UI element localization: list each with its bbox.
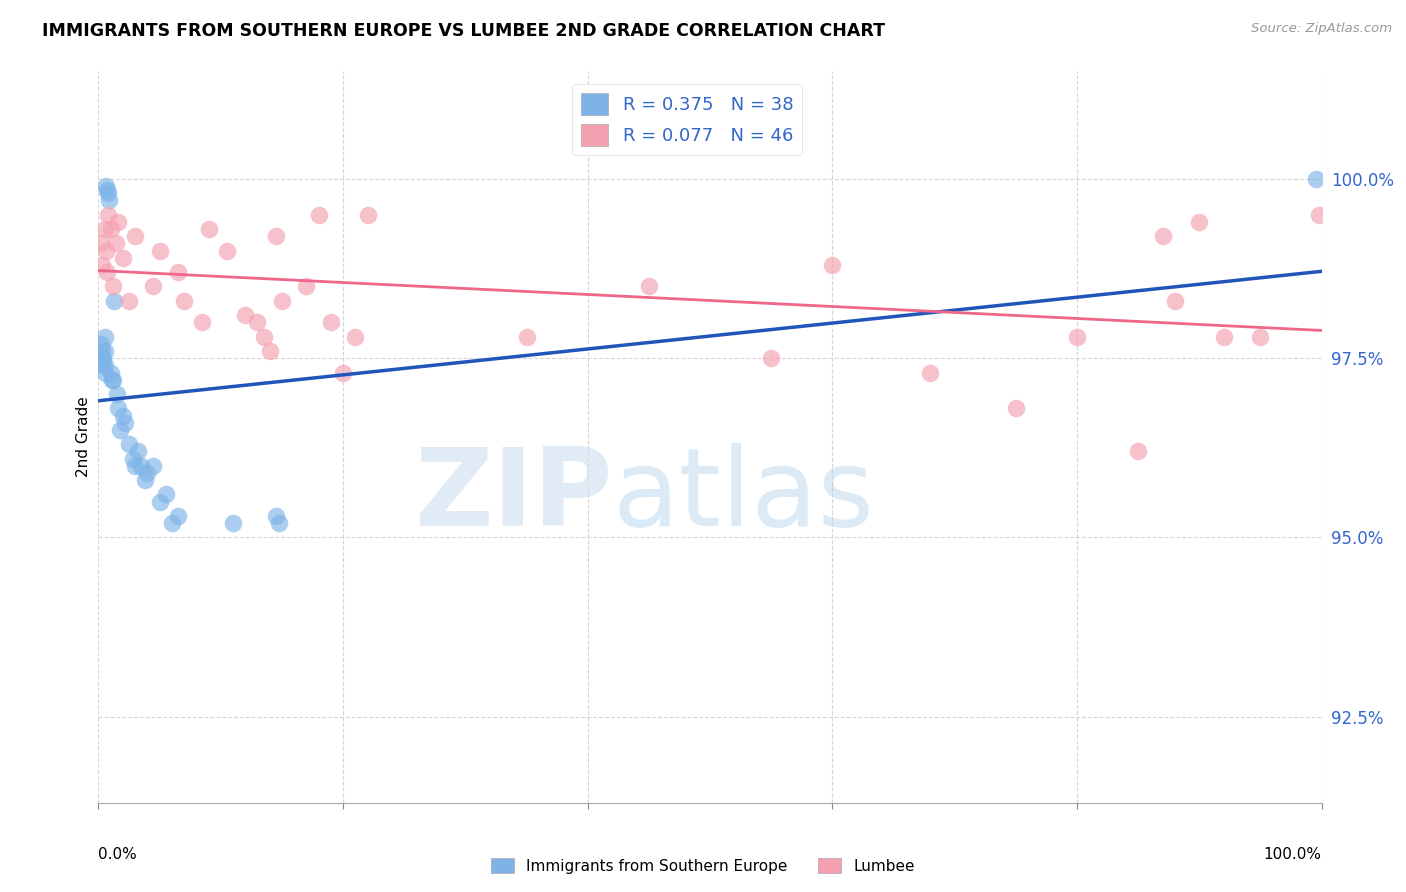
Point bbox=[167, 508, 190, 523]
Text: 100.0%: 100.0% bbox=[1264, 847, 1322, 862]
Point bbox=[90, 336, 112, 351]
Point bbox=[1128, 444, 1150, 458]
Point bbox=[270, 293, 294, 308]
Text: atlas: atlas bbox=[612, 442, 875, 549]
Point bbox=[197, 222, 219, 236]
Point bbox=[93, 329, 115, 343]
Point bbox=[821, 258, 844, 272]
Point bbox=[1066, 329, 1088, 343]
Point bbox=[246, 315, 269, 329]
Point bbox=[920, 366, 942, 380]
Text: Source: ZipAtlas.com: Source: ZipAtlas.com bbox=[1251, 22, 1392, 36]
Point bbox=[93, 222, 115, 236]
Point bbox=[222, 516, 245, 530]
Point bbox=[121, 451, 143, 466]
Point bbox=[105, 387, 128, 401]
Point bbox=[1152, 229, 1174, 244]
Point bbox=[167, 265, 190, 279]
Point bbox=[91, 359, 114, 373]
Point bbox=[107, 401, 129, 416]
Point bbox=[149, 244, 172, 258]
Point bbox=[93, 359, 115, 373]
Point bbox=[91, 351, 114, 366]
Point bbox=[136, 466, 159, 480]
Point bbox=[124, 229, 146, 244]
Point bbox=[110, 423, 132, 437]
Point bbox=[101, 373, 124, 387]
Point bbox=[100, 366, 122, 380]
Point bbox=[332, 366, 354, 380]
Point bbox=[160, 516, 183, 530]
Point bbox=[269, 516, 291, 530]
Point bbox=[101, 373, 124, 387]
Point bbox=[107, 215, 129, 229]
Point bbox=[127, 444, 149, 458]
Point bbox=[118, 293, 141, 308]
Point bbox=[1250, 329, 1272, 343]
Point bbox=[103, 293, 125, 308]
Point bbox=[97, 208, 120, 222]
Point bbox=[104, 236, 127, 251]
Point bbox=[93, 344, 115, 359]
Point bbox=[264, 508, 287, 523]
Point bbox=[356, 208, 378, 222]
Point bbox=[173, 293, 195, 308]
Point bbox=[191, 315, 214, 329]
Point bbox=[233, 308, 256, 322]
Point bbox=[1188, 215, 1211, 229]
Point bbox=[149, 494, 172, 508]
Point bbox=[124, 458, 146, 473]
Point bbox=[259, 344, 281, 359]
Text: ZIP: ZIP bbox=[413, 442, 612, 549]
Point bbox=[111, 251, 134, 265]
Point bbox=[94, 179, 117, 194]
Point bbox=[1164, 293, 1187, 308]
Point bbox=[91, 258, 114, 272]
Point bbox=[637, 279, 661, 293]
Point bbox=[98, 194, 121, 208]
Point bbox=[1305, 172, 1327, 186]
Point bbox=[295, 279, 318, 293]
Point bbox=[96, 265, 118, 279]
Point bbox=[215, 244, 238, 258]
Point bbox=[97, 186, 120, 201]
Legend: Immigrants from Southern Europe, Lumbee: Immigrants from Southern Europe, Lumbee bbox=[485, 852, 921, 880]
Point bbox=[155, 487, 177, 501]
Point bbox=[1308, 208, 1330, 222]
Point bbox=[1212, 329, 1234, 343]
Point bbox=[94, 244, 117, 258]
Point bbox=[129, 458, 152, 473]
Point bbox=[308, 208, 330, 222]
Legend: R = 0.375   N = 38, R = 0.077   N = 46: R = 0.375 N = 38, R = 0.077 N = 46 bbox=[572, 84, 803, 155]
Point bbox=[761, 351, 783, 366]
Y-axis label: 2nd Grade: 2nd Grade bbox=[76, 397, 91, 477]
Point bbox=[111, 409, 134, 423]
Point bbox=[1004, 401, 1026, 416]
Point bbox=[252, 329, 274, 343]
Point bbox=[344, 329, 367, 343]
Text: IMMIGRANTS FROM SOUTHERN EUROPE VS LUMBEE 2ND GRADE CORRELATION CHART: IMMIGRANTS FROM SOUTHERN EUROPE VS LUMBE… bbox=[42, 22, 886, 40]
Point bbox=[93, 366, 115, 380]
Point bbox=[100, 222, 122, 236]
Point bbox=[114, 416, 136, 430]
Point bbox=[319, 315, 342, 329]
Point bbox=[91, 351, 114, 366]
Point bbox=[91, 344, 114, 359]
Point bbox=[264, 229, 287, 244]
Point bbox=[134, 473, 156, 487]
Point bbox=[142, 458, 165, 473]
Point bbox=[101, 279, 124, 293]
Point bbox=[142, 279, 165, 293]
Text: 0.0%: 0.0% bbox=[98, 847, 138, 862]
Point bbox=[96, 183, 118, 197]
Point bbox=[118, 437, 141, 451]
Point bbox=[516, 329, 538, 343]
Point bbox=[90, 236, 112, 251]
